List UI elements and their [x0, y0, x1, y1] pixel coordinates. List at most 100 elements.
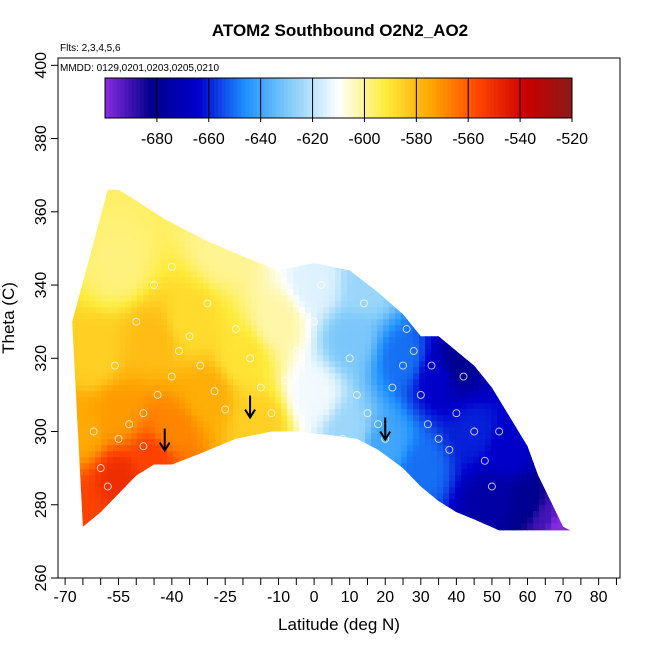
field-cell	[215, 403, 222, 410]
field-cell	[89, 283, 96, 290]
field-cell	[431, 271, 438, 278]
field-cell	[317, 493, 324, 500]
field-cell	[485, 469, 492, 476]
field-cell	[431, 373, 438, 380]
field-cell	[317, 397, 324, 404]
field-cell	[263, 439, 270, 446]
field-cell	[185, 463, 192, 470]
field-cell	[563, 265, 570, 272]
field-cell	[335, 373, 342, 380]
field-cell	[83, 481, 90, 488]
field-cell	[533, 325, 540, 332]
field-cell	[419, 295, 426, 302]
field-cell	[509, 409, 516, 416]
field-cell	[419, 505, 426, 512]
field-cell	[179, 253, 186, 260]
field-cell	[353, 217, 360, 224]
field-cell	[491, 493, 498, 500]
field-cell	[293, 355, 300, 362]
field-cell	[257, 211, 264, 218]
field-cell	[353, 361, 360, 368]
field-cell	[263, 379, 270, 386]
field-cell	[365, 379, 372, 386]
field-cell	[473, 265, 480, 272]
field-cell	[449, 325, 456, 332]
field-cell	[557, 325, 564, 332]
field-cell	[551, 189, 558, 194]
field-cell	[179, 415, 186, 422]
field-cell	[455, 217, 462, 224]
field-cell	[389, 499, 396, 506]
field-cell	[77, 265, 84, 272]
field-cell	[359, 499, 366, 506]
field-cell	[155, 427, 162, 434]
field-cell	[275, 487, 282, 494]
field-cell	[485, 175, 492, 182]
field-cell	[119, 277, 126, 284]
field-cell	[323, 205, 330, 212]
field-cell	[551, 481, 558, 488]
field-cell	[323, 331, 330, 338]
field-cell	[95, 241, 102, 248]
field-cell	[149, 319, 156, 326]
field-cell	[575, 325, 582, 332]
field-cell	[419, 181, 426, 188]
field-cell	[527, 415, 534, 422]
field-cell	[377, 481, 384, 488]
field-cell	[461, 463, 468, 470]
field-cell	[293, 193, 300, 200]
field-cell	[545, 325, 552, 332]
field-cell	[131, 493, 138, 500]
field-cell	[197, 397, 204, 404]
field-cell	[287, 331, 294, 338]
field-cell	[341, 433, 348, 440]
field-cell	[329, 457, 336, 464]
field-cell	[173, 409, 180, 416]
field-cell	[263, 367, 270, 374]
field-cell	[497, 475, 504, 482]
field-cell	[479, 385, 486, 392]
field-cell	[389, 313, 396, 320]
field-cell	[305, 307, 312, 314]
field-cell	[491, 253, 498, 260]
field-cell	[515, 189, 522, 194]
field-cell	[95, 271, 102, 278]
field-cell	[179, 199, 186, 206]
field-cell	[557, 439, 564, 446]
field-cell	[155, 397, 162, 404]
field-cell	[215, 259, 222, 266]
field-cell	[359, 415, 366, 422]
field-cell	[203, 397, 210, 404]
field-cell	[413, 373, 420, 380]
field-cell	[533, 463, 540, 470]
field-cell	[143, 205, 150, 212]
field-cell	[143, 289, 150, 296]
field-cell	[125, 211, 132, 218]
field-cell	[281, 493, 288, 500]
field-cell	[299, 475, 306, 482]
field-cell	[299, 433, 306, 440]
field-cell	[197, 289, 204, 296]
field-cell	[209, 475, 216, 482]
field-cell	[221, 211, 228, 218]
field-cell	[347, 265, 354, 272]
field-cell	[353, 475, 360, 482]
field-cell	[143, 337, 150, 344]
field-cell	[449, 517, 456, 524]
field-cell	[269, 325, 276, 332]
field-cell	[137, 295, 144, 302]
field-cell	[89, 403, 96, 410]
field-cell	[281, 457, 288, 464]
field-cell	[425, 457, 432, 464]
field-cell	[341, 229, 348, 236]
field-cell	[491, 319, 498, 326]
field-cell	[413, 319, 420, 326]
field-cell	[107, 253, 114, 260]
field-cell	[185, 175, 192, 182]
field-cell	[161, 349, 168, 356]
field-cell	[401, 439, 408, 446]
field-cell	[407, 331, 414, 338]
field-cell	[65, 391, 72, 398]
field-cell	[89, 313, 96, 320]
field-cell	[323, 361, 330, 368]
